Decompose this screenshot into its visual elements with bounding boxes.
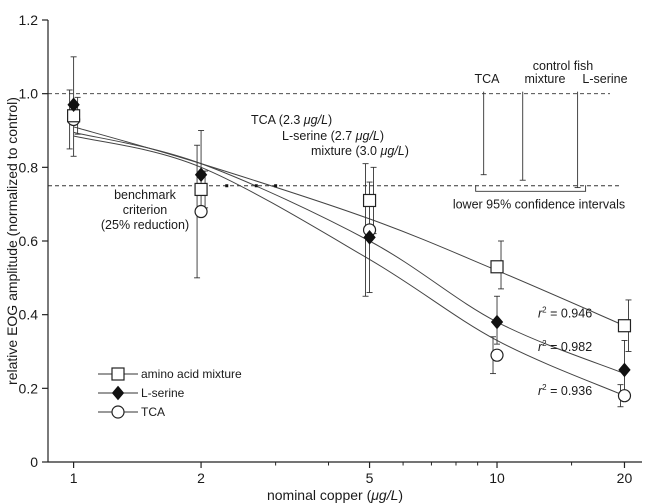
r-squared-superscript: 2 xyxy=(542,383,547,392)
data-point xyxy=(194,204,208,219)
y-tick-label: 0.2 xyxy=(19,380,39,396)
data-point xyxy=(617,389,632,403)
x-axis-title: nominal copper (μg/L) xyxy=(267,487,403,503)
r-squared-symbol: r xyxy=(538,384,543,398)
confidence-interval-label: lower 95% confidence intervals xyxy=(453,197,625,211)
data-point xyxy=(67,97,80,112)
r-squared-value: = 0.946 xyxy=(547,307,593,321)
control-column-label: L-serine xyxy=(582,72,627,86)
fit-curves xyxy=(73,126,625,397)
r-squared-superscript: 2 xyxy=(542,339,547,348)
legend-marker xyxy=(111,405,125,419)
y-tick-label: 0.8 xyxy=(19,159,39,175)
r-squared-symbol: r xyxy=(538,340,543,354)
legend-label: L-serine xyxy=(141,386,185,400)
ec-label-prefix: TCA (2.3 xyxy=(251,113,304,127)
r-squared-value: = 0.982 xyxy=(547,340,593,354)
legend-label: amino acid mixture xyxy=(141,367,242,381)
data-point xyxy=(490,348,504,362)
data-point xyxy=(194,167,208,182)
ec-label-unit: μg/L xyxy=(355,129,380,143)
x-tick-label: 5 xyxy=(366,470,374,486)
data-point xyxy=(618,362,631,378)
legend-marker xyxy=(111,367,125,381)
fit-curve-tca xyxy=(73,135,625,397)
reference-lines xyxy=(48,93,620,187)
data-point xyxy=(362,193,377,208)
ec-label-unit: μg/L xyxy=(303,113,328,127)
x-tick-label: 10 xyxy=(489,470,505,486)
y-tick-label: 1.0 xyxy=(19,86,39,102)
r-squared-symbol: r xyxy=(538,307,543,321)
y-axis-title: relative EOG amplitude (normalized to co… xyxy=(4,97,20,385)
ec-label-prefix: L-serine (2.7 xyxy=(282,129,356,143)
r-squared-label: r2 = 0.982 xyxy=(538,339,592,354)
ec-label: mixture (3.0 μg/L) xyxy=(311,144,409,158)
benchmark-criterion-text: benchmark xyxy=(114,188,177,202)
benchmark-criterion-text: (25% reduction) xyxy=(101,218,189,232)
data-point xyxy=(490,314,504,330)
control-fish-title: control fish xyxy=(533,59,593,73)
r-squared-superscript: 2 xyxy=(542,306,547,315)
ec-label-suffix: ) xyxy=(380,129,384,143)
ec-label-unit: μg/L xyxy=(379,144,404,158)
data-point xyxy=(194,182,208,197)
ec-label: TCA (2.3 μg/L) xyxy=(251,113,332,127)
r-squared-value: = 0.936 xyxy=(547,384,593,398)
data-markers xyxy=(67,97,632,403)
ec-point xyxy=(254,184,258,188)
y-tick-label: 1.2 xyxy=(19,12,39,28)
control-column-label: TCA xyxy=(475,72,501,86)
x-tick-label: 20 xyxy=(617,470,633,486)
x-tick-label: 2 xyxy=(197,470,205,486)
y-tick-label: 0.4 xyxy=(19,307,39,323)
r-squared-label: r2 = 0.936 xyxy=(538,383,592,398)
legend-marker xyxy=(111,385,125,401)
y-tick-label: 0.6 xyxy=(19,233,39,249)
x-axis-title-close: ) xyxy=(398,487,403,503)
confidence-bracket xyxy=(475,185,587,192)
legend: amino acid mixture L-serine TCA xyxy=(98,367,242,419)
x-axis-title-unit: μg/L xyxy=(370,487,398,503)
ec-label: L-serine (2.7 μg/L) xyxy=(282,129,384,143)
benchmark-criterion-text: criterion xyxy=(123,203,168,217)
r-squared-label: r2 = 0.946 xyxy=(538,306,592,321)
x-tick-label: 1 xyxy=(70,470,78,486)
data-point xyxy=(490,260,504,274)
ec-label-suffix: ) xyxy=(328,113,332,127)
ec-point xyxy=(225,184,229,188)
axes: 0 0.2 0.4 0.6 0.8 1.0 1.2 1 2 5 10 20 nominal copper… xyxy=(4,12,642,503)
control-column-label: mixture xyxy=(525,72,566,86)
ec-label-suffix: ) xyxy=(405,144,409,158)
x-axis-title-text: nominal copper ( xyxy=(267,487,372,503)
data-point xyxy=(363,230,376,245)
ec-point xyxy=(274,184,278,188)
y-tick-label: 0 xyxy=(30,454,38,470)
data-point xyxy=(617,319,632,333)
ec-label-prefix: mixture (3.0 xyxy=(311,144,380,158)
legend-label: TCA xyxy=(141,405,165,419)
fit-curve-l-serine xyxy=(73,131,625,375)
